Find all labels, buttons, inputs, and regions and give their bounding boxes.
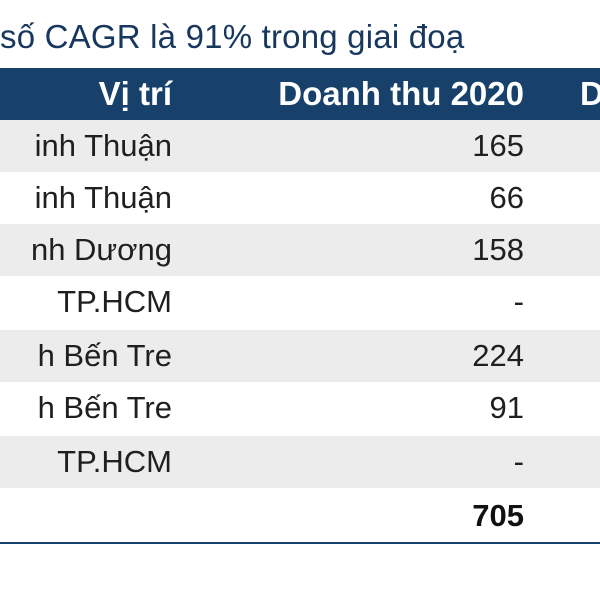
cell-revenue-2020: 165 (472, 128, 524, 163)
table-row: inh Thuận 66 (0, 172, 600, 224)
table-row: TP.HCM - (0, 436, 600, 488)
cell-revenue-2020: 224 (472, 338, 524, 373)
cell-revenue-2020: - (513, 284, 524, 319)
cell-location: inh Thuận (34, 128, 172, 163)
cell-revenue-2020: 158 (472, 232, 524, 267)
cell-location: inh Thuận (34, 180, 172, 215)
table-bottom-rule (0, 542, 600, 544)
cell-location: nh Dương (30, 232, 172, 267)
header-location: Vị trí (98, 75, 172, 112)
table-row: TP.HCM - (0, 276, 600, 328)
cell-revenue-2020: 66 (489, 180, 524, 215)
cell-revenue-2020: 91 (489, 390, 524, 425)
table-row: inh Thuận 165 (0, 120, 600, 172)
table-total-row: 705 (0, 490, 600, 542)
cell-location: h Bến Tre (37, 390, 172, 425)
table-header: Vị trí Doanh thu 2020 D (0, 68, 600, 120)
table-row: h Bến Tre 224 (0, 330, 600, 382)
header-revenue-2020: Doanh thu 2020 (278, 75, 524, 112)
cell-location: TP.HCM (57, 284, 172, 319)
table-caption: số CAGR là 91% trong giai đoạ (0, 18, 465, 55)
table-row: nh Dương 158 (0, 224, 600, 276)
total-revenue-2020: 705 (472, 498, 524, 533)
header-next-column: D (580, 75, 600, 112)
table-row: h Bến Tre 91 (0, 382, 600, 434)
cell-location: TP.HCM (57, 444, 172, 479)
cell-revenue-2020: - (513, 444, 524, 479)
cell-location: h Bến Tre (37, 338, 172, 373)
